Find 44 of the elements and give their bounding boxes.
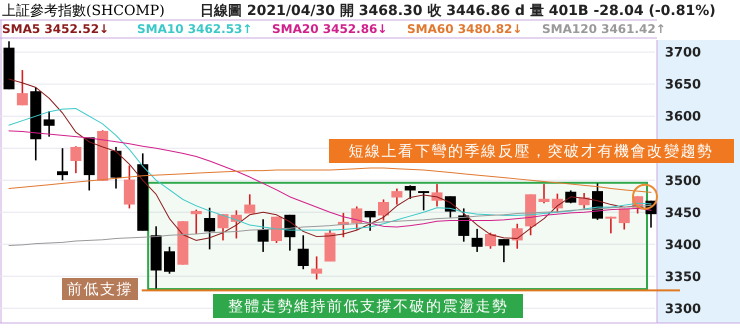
candlestick	[16, 69, 28, 106]
y-tick-label: 3600	[664, 110, 702, 125]
y-tick-label: 3500	[664, 174, 702, 189]
candlestick	[605, 216, 616, 234]
candlestick	[565, 190, 576, 204]
band-label: 整體走勢維持前低支撐不破的震盪走勢	[228, 297, 508, 315]
y-tick-label: 3400	[664, 238, 702, 253]
candlestick	[204, 206, 216, 250]
candlestick	[485, 232, 496, 250]
candlestick	[44, 110, 55, 138]
candlestick	[190, 208, 202, 235]
candlestick	[418, 190, 430, 212]
candlestick	[364, 210, 376, 232]
text: SMA60 3480.82↓	[407, 22, 522, 36]
ref-line-label: 前低支撐	[67, 280, 133, 298]
candlestick	[538, 183, 550, 204]
candlestick	[391, 188, 402, 206]
y-tick-label: 3350	[664, 270, 702, 285]
y-tick-label: 3700	[664, 46, 702, 61]
chart-subtitle: 日線圖 2021/04/30 開 3468.30 收 3446.86 d 量 401B -28.04 (-0.81%)	[200, 3, 716, 19]
text: SMA5 3452.52↓	[2, 22, 110, 36]
candlestick	[404, 184, 416, 200]
candlestick	[512, 222, 523, 250]
annotation: 短線上看下彎的季線反壓，突破才有機會改變趨勢	[348, 142, 714, 160]
candlestick	[70, 145, 82, 174]
candlestick	[244, 194, 256, 214]
candlestick	[311, 256, 322, 280]
chart-title: 上証參考指數(SHCOMP)	[2, 3, 165, 19]
candlestick	[57, 147, 68, 182]
candlestick	[351, 206, 362, 230]
text: SMA10 3462.53↑	[137, 22, 252, 36]
y-tick-label: 3650	[664, 78, 702, 93]
candlestick	[258, 218, 269, 253]
y-tick-label: 3300	[664, 302, 702, 317]
candlestick	[164, 246, 175, 274]
text: SMA120 3461.42↑	[542, 22, 666, 36]
candlestick	[298, 234, 309, 270]
candlestick	[472, 228, 483, 253]
candlestick	[498, 238, 510, 263]
candlestick	[378, 198, 389, 222]
y-tick-label: 3450	[664, 206, 702, 221]
candlestick	[218, 213, 228, 242]
text: SMA20 3452.86↓	[272, 22, 388, 36]
candlestick	[618, 208, 630, 230]
